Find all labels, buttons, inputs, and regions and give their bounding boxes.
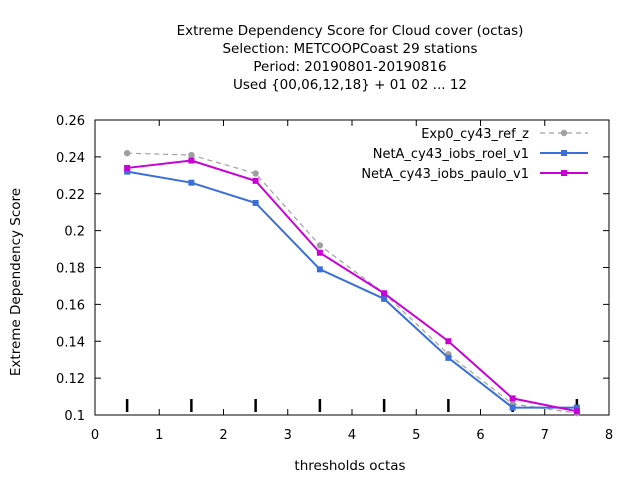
x-tick-label: 0 xyxy=(91,428,99,443)
series-NetA_cy43_iobs_roel_v1 xyxy=(124,168,580,411)
legend-label: NetA_cy43_iobs_roel_v1 xyxy=(373,147,529,162)
chart-title-line: Extreme Dependency Score for Cloud cover… xyxy=(177,23,524,39)
legend-swatch-marker xyxy=(560,129,568,137)
axis-ticks xyxy=(94,119,610,416)
data-point xyxy=(509,404,516,411)
x-tick-label: 1 xyxy=(155,428,163,443)
legend-swatch-marker xyxy=(561,170,567,176)
series-line xyxy=(127,159,578,413)
y-tick-label: 0.1 xyxy=(64,409,85,424)
chart-title-line: Used {00,06,12,18} + 01 02 ... 12 xyxy=(233,77,467,93)
data-point xyxy=(188,179,195,186)
series-lines xyxy=(123,149,581,417)
y-tick-label: 0.22 xyxy=(56,188,85,203)
data-point xyxy=(445,354,452,361)
legend: Exp0_cy43_ref_z NetA_cy43_iobs_roel_v1 Net… xyxy=(361,127,588,182)
legend-swatch-marker xyxy=(561,150,567,156)
data-point xyxy=(509,395,516,402)
x-tick-label: 4 xyxy=(348,428,356,443)
x-tick-label: 3 xyxy=(284,428,292,443)
data-point xyxy=(573,408,580,415)
plot-area-frame xyxy=(94,119,610,416)
data-point xyxy=(381,295,388,302)
x-axis-label: thresholds octas xyxy=(294,458,405,474)
data-point xyxy=(316,242,324,249)
y-axis-label: Extreme Dependency Score xyxy=(8,188,24,376)
x-tick-label: 2 xyxy=(219,428,227,443)
data-point xyxy=(124,164,131,171)
chart-title: Extreme Dependency Score for Cloud cover… xyxy=(177,23,524,93)
series-line xyxy=(126,170,577,409)
legend-label: Exp0_cy43_ref_z xyxy=(421,127,529,142)
x-tick-label: 7 xyxy=(541,428,549,443)
data-point xyxy=(188,151,195,159)
event-markers xyxy=(125,399,579,412)
data-point xyxy=(252,170,259,177)
y-tick-label: 0.14 xyxy=(56,335,85,350)
y-tick-label: 0.24 xyxy=(56,151,85,166)
legend-label: NetA_cy43_iobs_paulo_v1 xyxy=(361,167,529,182)
data-point xyxy=(188,157,195,164)
y-tick-label: 0.12 xyxy=(56,372,85,387)
data-point xyxy=(252,177,259,184)
data-point xyxy=(123,149,131,157)
data-point xyxy=(445,338,452,345)
x-tick-labels: 0 1 2 3 4 5 6 7 8 xyxy=(91,428,613,443)
series-line xyxy=(127,152,577,414)
x-tick-label: 8 xyxy=(605,428,613,443)
data-point xyxy=(316,249,323,256)
series-NetA_cy43_iobs_paulo_v1 xyxy=(124,157,580,415)
y-tick-label: 0.16 xyxy=(56,298,85,313)
data-point xyxy=(381,290,388,297)
y-tick-label: 0.26 xyxy=(56,114,85,129)
chart-title-line: Period: 20190801-20190816 xyxy=(253,59,446,75)
data-point xyxy=(573,404,580,411)
y-tick-labels: 0.1 0.12 0.14 0.16 0.18 0.2 0.22 0.24 0.26 xyxy=(56,114,85,424)
data-point xyxy=(252,199,259,206)
y-tick-label: 0.18 xyxy=(56,262,85,277)
data-point xyxy=(316,266,323,273)
x-tick-label: 5 xyxy=(412,428,420,443)
chart-title-line: Selection: METCOOPCoast 29 stations xyxy=(222,41,477,57)
data-point xyxy=(124,168,131,175)
y-tick-label: 0.2 xyxy=(64,225,85,240)
x-tick-label: 6 xyxy=(476,428,484,443)
